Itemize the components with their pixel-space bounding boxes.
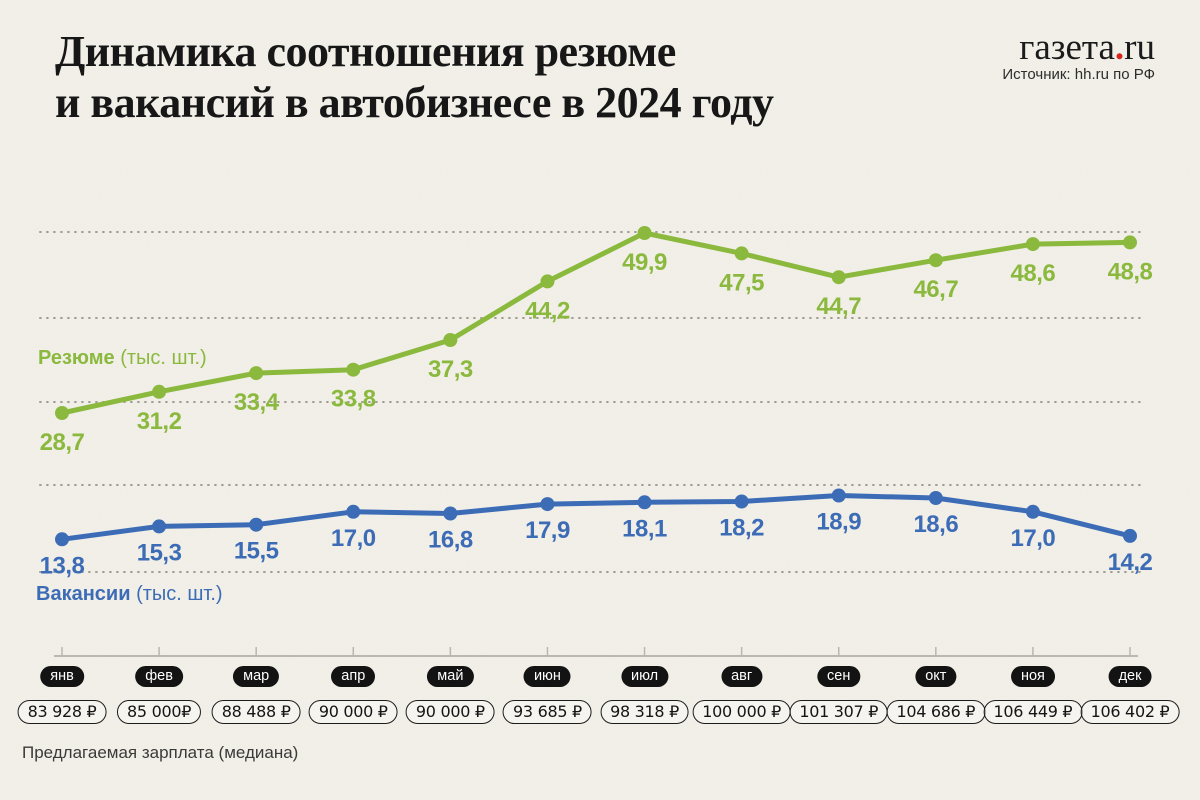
salary-pill: 106 449 ₽ <box>983 700 1083 724</box>
value-label: 47,5 <box>719 269 764 296</box>
salary-pill: 100 000 ₽ <box>692 700 791 724</box>
value-label: 44,7 <box>816 293 861 320</box>
data-point-marker <box>1025 237 1040 252</box>
data-point-marker <box>540 274 555 289</box>
page-title: Динамика соотношения резюме и вакансий в… <box>55 26 774 128</box>
data-point-marker <box>831 488 846 503</box>
salary-pill: 106 402 ₽ <box>1080 700 1180 724</box>
month-pill: сен <box>817 666 861 687</box>
data-point-marker <box>152 519 167 534</box>
logo-prefix: газета <box>1019 27 1115 68</box>
month-pill: фев <box>135 666 183 687</box>
month-pill: июл <box>620 666 669 687</box>
data-point-marker <box>249 366 264 381</box>
value-label: 13,8 <box>40 552 85 579</box>
vacancy-series-unit: (тыс. шт.) <box>136 583 223 605</box>
salary-pill: 90 000 ₽ <box>405 700 495 724</box>
salary-pill: 90 000 ₽ <box>308 700 398 724</box>
value-label: 18,1 <box>622 515 667 542</box>
resume-series-name: Резюме <box>38 347 115 369</box>
value-label: 17,9 <box>525 517 570 544</box>
value-label: 37,3 <box>428 356 473 383</box>
salary-pill: 88 488 ₽ <box>211 700 301 724</box>
data-source-note: Источник: hh.ru по РФ <box>1002 66 1155 83</box>
data-point-marker <box>637 495 652 510</box>
salary-pill: 93 685 ₽ <box>503 700 592 724</box>
value-label: 16,8 <box>428 527 473 554</box>
salary-pill: 85 000₽ <box>117 700 202 724</box>
gazeta-logo: газета.ru <box>1019 26 1155 69</box>
salary-caption: Предлагаемая зарплата (медиана) <box>22 743 299 762</box>
salary-pill: 83 928 ₽ <box>17 700 107 724</box>
data-point-marker <box>540 497 555 512</box>
data-point-marker <box>734 494 749 509</box>
data-point-marker <box>55 532 69 547</box>
month-pill: янв <box>40 666 84 687</box>
data-point-marker <box>928 491 943 505</box>
month-pill: май <box>427 666 474 687</box>
data-point-marker <box>346 504 361 519</box>
salary-pill: 104 686 ₽ <box>886 700 986 724</box>
month-pill: дек <box>1108 666 1152 687</box>
data-point-marker <box>831 270 846 285</box>
data-point-marker <box>346 362 361 377</box>
title-line-1: Динамика соотношения резюме <box>55 27 676 76</box>
value-label: 49,9 <box>622 249 667 276</box>
month-pill: ноя <box>1010 666 1055 687</box>
data-point-marker <box>1025 504 1040 519</box>
vacancy-line <box>59 493 1133 542</box>
resume-series-unit: (тыс. шт.) <box>120 347 207 369</box>
value-label: 15,5 <box>234 538 279 565</box>
salary-pill: 101 307 ₽ <box>789 700 889 724</box>
value-label: 18,6 <box>913 511 958 538</box>
value-label: 17,0 <box>331 525 376 552</box>
value-label: 48,8 <box>1108 258 1153 285</box>
title-line-2: и вакансий в автобизнесе в 2024 году <box>55 78 774 127</box>
data-point-marker <box>55 406 69 420</box>
value-label: 31,2 <box>137 408 182 435</box>
logo-dot: . <box>1114 27 1125 68</box>
month-pill: июн <box>523 666 571 687</box>
value-label: 14,2 <box>1108 549 1153 576</box>
data-point-marker <box>443 333 458 347</box>
data-point-marker <box>1123 528 1137 543</box>
value-label: 15,3 <box>137 539 182 566</box>
salary-pill: 98 318 ₽ <box>600 700 689 724</box>
data-point-marker <box>928 253 943 268</box>
data-point-marker <box>1123 235 1137 250</box>
value-label: 33,4 <box>234 389 280 416</box>
value-label: 48,6 <box>1011 260 1056 287</box>
logo-suffix: ru <box>1124 27 1155 68</box>
month-pill: авг <box>721 666 763 687</box>
data-point-marker <box>637 226 652 240</box>
value-label: 46,7 <box>913 276 958 303</box>
vacancy-series-name: Вакансии <box>36 583 131 605</box>
month-pill: мар <box>233 666 280 687</box>
value-label: 33,8 <box>331 386 376 413</box>
value-label: 18,2 <box>719 515 764 542</box>
data-point-marker <box>443 506 458 521</box>
resume-line <box>59 230 1133 416</box>
month-pill: окт <box>915 666 957 687</box>
month-pill: апр <box>331 666 376 687</box>
vacancy-series-label: Вакансии (тыс. шт.) <box>36 583 223 606</box>
data-point-marker <box>734 246 749 261</box>
data-point-marker <box>152 384 167 399</box>
resume-series-label: Резюме (тыс. шт.) <box>38 347 207 370</box>
value-label: 28,7 <box>40 429 85 456</box>
value-label: 17,0 <box>1011 525 1056 552</box>
data-point-marker <box>249 517 264 532</box>
value-label: 44,2 <box>525 297 570 324</box>
value-label: 18,9 <box>816 509 861 536</box>
